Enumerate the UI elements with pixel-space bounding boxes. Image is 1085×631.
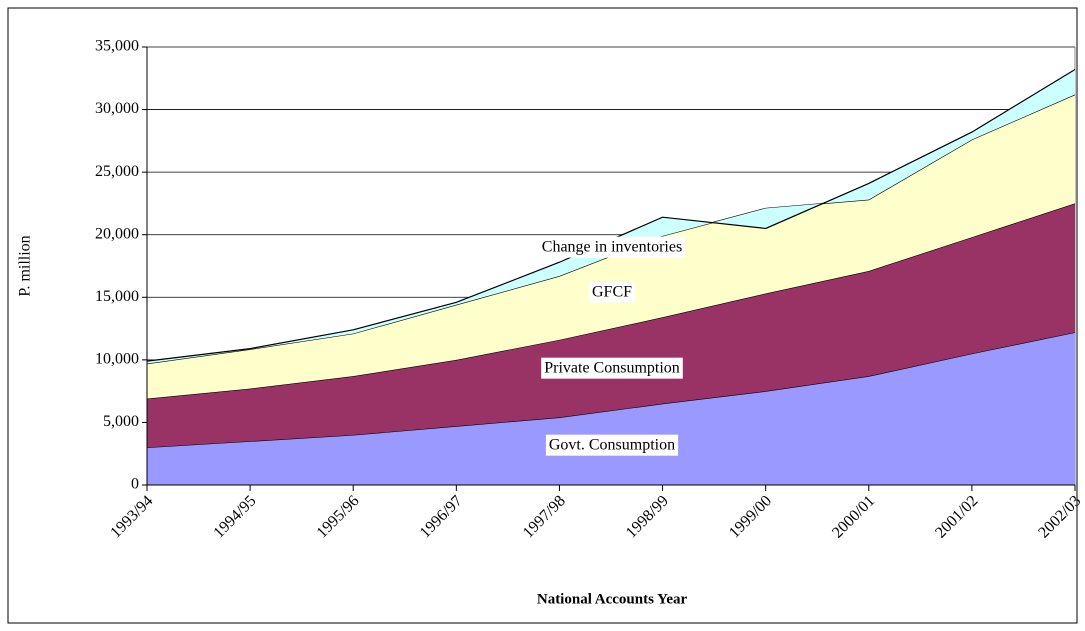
y-axis-title: P. million bbox=[17, 235, 34, 296]
y-tick-label: 15,000 bbox=[95, 288, 139, 305]
y-tick-label: 25,000 bbox=[95, 163, 139, 180]
y-tick-label: 10,000 bbox=[95, 351, 139, 368]
series-label: Govt. Consumption bbox=[549, 437, 675, 454]
area-line bbox=[146, 331, 1076, 449]
series-label: Change in inventories bbox=[542, 239, 682, 256]
y-tick-label: 20,000 bbox=[95, 225, 139, 242]
area-line bbox=[146, 202, 1076, 400]
series-label: Private Consumption bbox=[544, 360, 680, 377]
y-tick-label: 30,000 bbox=[95, 100, 139, 117]
y-tick-label: 5,000 bbox=[103, 413, 139, 430]
series-label-bg bbox=[588, 281, 636, 303]
y-tick-label: 35,000 bbox=[95, 38, 139, 55]
area bbox=[147, 203, 1075, 448]
x-axis-title: National Accounts Year bbox=[537, 591, 688, 607]
area bbox=[147, 332, 1075, 485]
y-tick-label: 0 bbox=[131, 476, 139, 493]
series-label-bg bbox=[541, 357, 683, 379]
series-label-bg bbox=[538, 236, 686, 258]
area bbox=[147, 94, 1075, 399]
series-label: GFCF bbox=[592, 284, 632, 301]
series-label-bg bbox=[545, 434, 679, 456]
